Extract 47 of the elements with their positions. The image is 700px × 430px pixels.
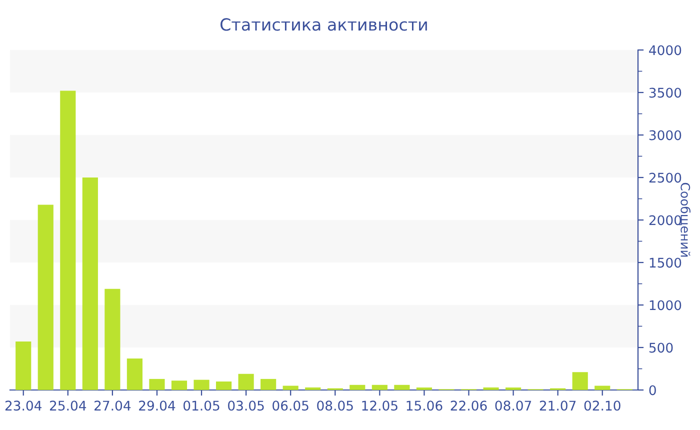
bar xyxy=(483,387,499,390)
bar xyxy=(194,380,210,390)
bar xyxy=(282,386,298,390)
y-tick-label: 2000 xyxy=(649,215,682,226)
chart-title: Статистика активности xyxy=(220,18,427,31)
bar xyxy=(305,387,321,390)
bar xyxy=(216,382,232,390)
bar xyxy=(505,387,522,390)
bar xyxy=(60,90,76,390)
x-tick-label: 03.05 xyxy=(228,400,264,411)
bar xyxy=(372,384,388,390)
y-tick-label: 1000 xyxy=(650,300,682,310)
bar xyxy=(260,378,276,390)
bar xyxy=(16,342,32,390)
bar xyxy=(350,384,366,390)
x-tick-label: 12.05 xyxy=(362,400,398,411)
x-tick-label: 21.07 xyxy=(540,400,576,411)
x-tick-label: 01.05 xyxy=(184,400,220,411)
bar xyxy=(594,386,610,390)
bar xyxy=(126,358,143,390)
bar xyxy=(149,378,165,390)
bar xyxy=(171,380,188,390)
y-axis-title: Сообщений xyxy=(679,182,691,257)
bar xyxy=(238,374,254,390)
x-tick-label: 08.05 xyxy=(317,400,353,411)
y-tick-label: 0 xyxy=(649,385,656,396)
x-tick-label: 27.04 xyxy=(94,400,131,411)
x-tick-label: 22.06 xyxy=(450,400,487,411)
x-tick-label: 23.04 xyxy=(5,400,42,411)
y-tick-label: 4000 xyxy=(649,45,682,56)
bar xyxy=(394,384,410,390)
x-tick-label: 29.04 xyxy=(139,400,176,411)
y-tick-label: 500 xyxy=(649,342,673,353)
bar xyxy=(82,178,98,390)
y-tick-label: 1500 xyxy=(650,258,682,268)
bar xyxy=(416,387,432,390)
bar xyxy=(104,288,120,390)
y-tick-label: 3000 xyxy=(649,130,682,140)
x-tick-label: 25.04 xyxy=(50,400,86,411)
y-tick-label: 3500 xyxy=(649,88,682,98)
x-tick-label: 02.10 xyxy=(584,400,620,411)
x-tick-label: 08.07 xyxy=(495,400,532,411)
bar xyxy=(38,204,54,390)
y-tick-label: 2500 xyxy=(649,172,682,183)
bar xyxy=(572,372,588,390)
x-tick-label: 15.06 xyxy=(406,400,442,411)
x-tick-label: 06.05 xyxy=(272,400,308,411)
